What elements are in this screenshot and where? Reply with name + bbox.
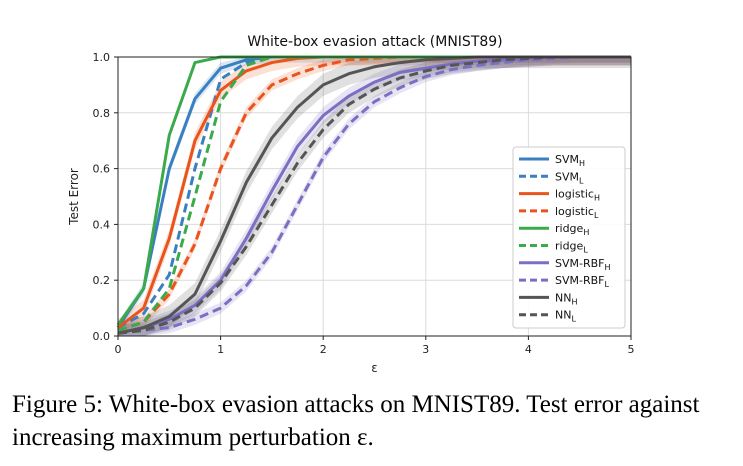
legend-entry-subscript: L xyxy=(571,315,576,324)
x-axis-label: ε xyxy=(371,361,378,375)
series-bands xyxy=(118,57,631,336)
legend-entry-name: ridge xyxy=(555,240,584,253)
y-axis: 0.0 0.2 0.4 0.6 0.8 1.0 xyxy=(93,51,118,343)
legend-entry-9: NNL xyxy=(555,309,576,324)
x-tick-label: 2 xyxy=(320,343,327,356)
legend-entry-8: NNH xyxy=(555,291,577,306)
legend-entry-7: SVM-RBFL xyxy=(555,274,609,289)
legend-entry-name: SVM xyxy=(555,170,579,183)
chart-title: White-box evasion attack (MNIST89) xyxy=(247,34,502,50)
legend-entry-subscript: H xyxy=(604,263,610,272)
x-tick-label: 5 xyxy=(628,343,635,356)
legend-entry-3: logisticL xyxy=(555,205,599,220)
x-tick-label: 1 xyxy=(217,343,224,356)
legend-entry-5: ridgeL xyxy=(555,240,588,255)
legend: SVMHSVMLlogisticHlogisticLridgeHridgeLSV… xyxy=(512,146,626,329)
figure-caption: Figure 5: White-box evasion attacks on M… xyxy=(12,391,700,451)
legend-entry-name: SVM xyxy=(555,153,579,166)
series-band-8 xyxy=(118,57,631,336)
series-line-7 xyxy=(117,55,631,335)
legend-entry-subscript: H xyxy=(579,159,585,168)
legend-entry-1: SVML xyxy=(555,170,584,185)
y-tick-label: 1.0 xyxy=(93,51,111,64)
legend-entry-0: SVMH xyxy=(555,153,585,168)
legend-entry-name: NN xyxy=(555,291,571,304)
legend-entry-subscript: L xyxy=(583,246,588,255)
legend-entry-subscript: L xyxy=(604,280,609,289)
legend-entry-name: logistic xyxy=(555,188,594,201)
legend-entry-subscript: H xyxy=(594,194,600,203)
plot-frame xyxy=(117,56,632,337)
x-tick-label: 4 xyxy=(525,343,532,356)
y-tick-label: 0.6 xyxy=(93,163,111,176)
legend-entry-subscript: H xyxy=(571,297,577,306)
y-tick-label: 0.0 xyxy=(93,330,111,343)
y-tick-label: 0.8 xyxy=(93,107,111,120)
x-tick-label: 0 xyxy=(115,343,122,356)
y-axis-label: Test Error xyxy=(67,168,81,226)
legend-entry-subscript: H xyxy=(583,228,589,237)
x-axis: 0 1 2 3 4 5 xyxy=(115,336,635,356)
legend-entry-6: SVM-RBFH xyxy=(555,257,611,272)
chart: White-box evasion attack (MNIST89) 0 1 2 3 4… xyxy=(67,34,635,375)
series-line-9 xyxy=(117,55,631,335)
legend-entry-name: SVM-RBF xyxy=(555,274,604,287)
legend-entry-4: ridgeH xyxy=(555,222,589,237)
legend-entry-subscript: L xyxy=(594,211,599,220)
legend-entry-subscript: L xyxy=(579,176,584,185)
legend-entry-name: NN xyxy=(555,309,571,322)
legend-entry-name: ridge xyxy=(555,222,584,235)
x-tick-label: 3 xyxy=(422,343,429,356)
y-tick-label: 0.4 xyxy=(93,218,111,231)
legend-entry-name: logistic xyxy=(555,205,594,218)
legend-entry-name: SVM-RBF xyxy=(555,257,604,270)
legend-entry-2: logisticH xyxy=(555,188,600,203)
y-tick-label: 0.2 xyxy=(93,274,111,287)
